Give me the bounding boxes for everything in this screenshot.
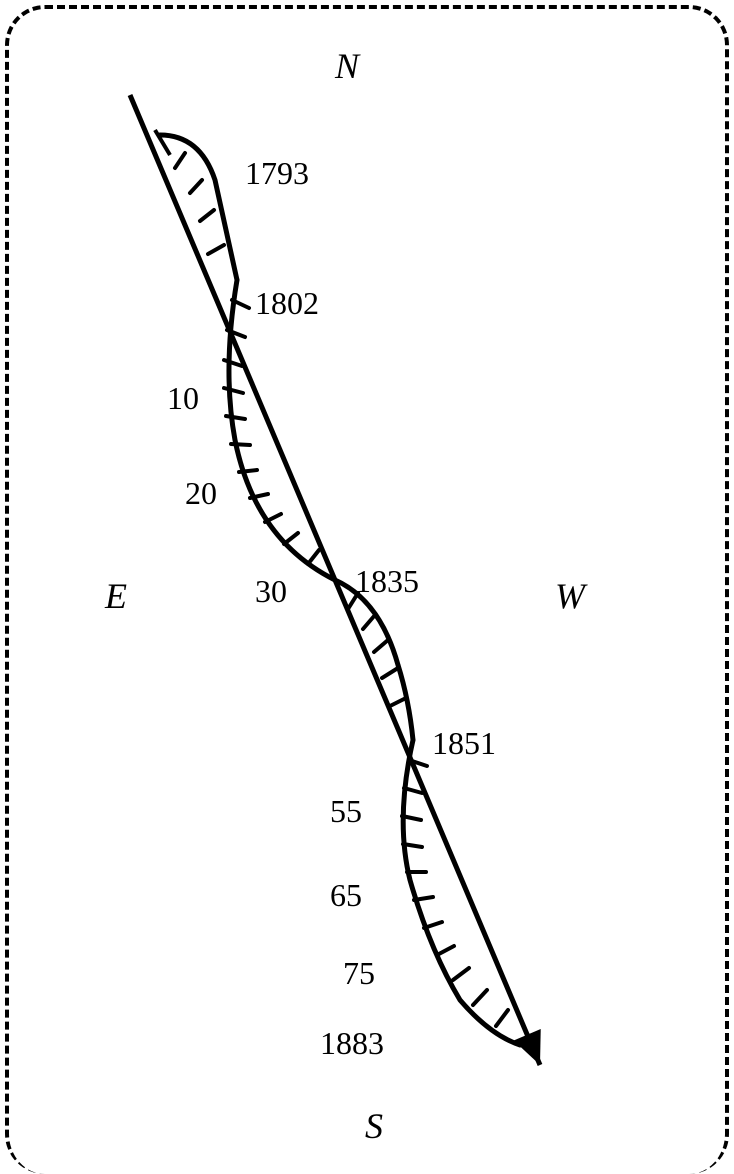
year-1851: 1851	[432, 725, 496, 762]
tick-label-75: 75	[343, 955, 375, 992]
compass-south: S	[365, 1105, 383, 1147]
year-1802: 1802	[255, 285, 319, 322]
year-1883: 1883	[320, 1025, 384, 1062]
tick-label-55: 55	[330, 793, 362, 830]
main-arrow	[130, 95, 541, 1065]
year-1835: 1835	[355, 563, 419, 600]
tick-label-10: 10	[167, 380, 199, 417]
tick-label-65: 65	[330, 877, 362, 914]
compass-north: N	[335, 45, 359, 87]
year-1793: 1793	[245, 155, 309, 192]
tick-label-30: 30	[255, 573, 287, 610]
tick-label-20: 20	[185, 475, 217, 512]
compass-east: E	[105, 575, 127, 617]
compass-west: W	[555, 575, 585, 617]
